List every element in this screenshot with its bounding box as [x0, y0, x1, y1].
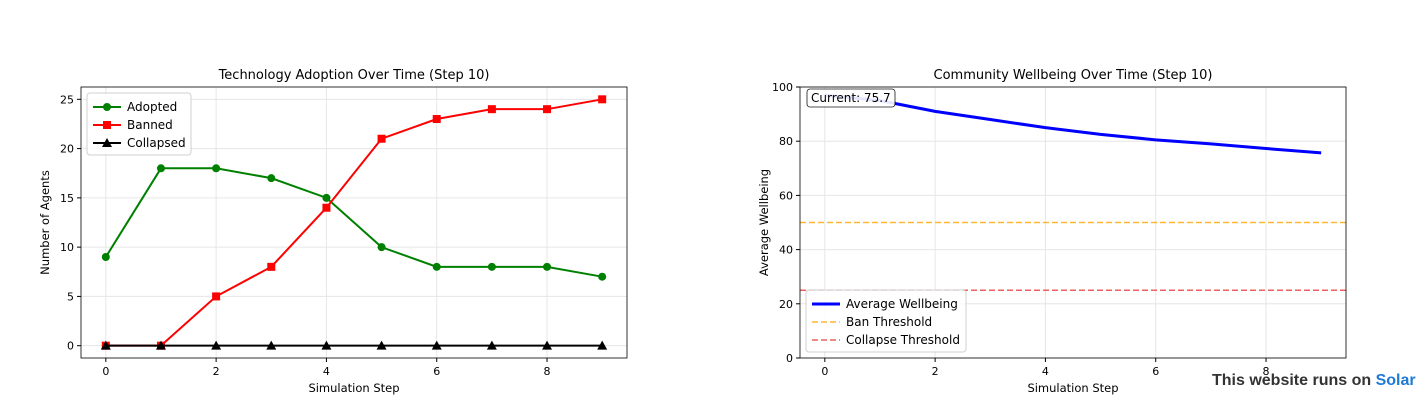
adoption-point-0-3	[267, 174, 276, 183]
adoption-point-0-9	[598, 272, 607, 281]
adoption-point-2-2	[211, 340, 222, 350]
adoption-x-label: Simulation Step	[308, 381, 399, 395]
adoption-point-0-2	[212, 164, 221, 173]
adoption-series-line-1	[105, 98, 603, 347]
adoption-axes-frame	[80, 86, 628, 359]
adoption-point-2-8	[542, 340, 553, 350]
wellbeing-annotation-text: Current: 75.7	[811, 91, 891, 105]
adoption-legend-marker-0	[103, 103, 111, 111]
adoption-point-1-6	[432, 115, 441, 124]
wellbeing-y-tick-label: 100	[772, 81, 793, 94]
wellbeing-series-line-0	[824, 93, 1322, 155]
adoption-point-1-4	[322, 203, 331, 212]
adoption-point-2-4	[321, 340, 332, 350]
adoption-point-2-1	[155, 340, 166, 350]
footer-brand[interactable]: Solar	[1375, 372, 1416, 389]
adoption-y-label: Number of Agents	[38, 170, 52, 275]
wellbeing-x-tick-label: 8	[1263, 365, 1270, 378]
wellbeing-x-tick-label: 6	[1152, 365, 1159, 378]
adoption-y-tick-label: 20	[60, 143, 74, 156]
wellbeing-axes-frame	[799, 86, 1347, 359]
wellbeing-x-tick-label: 0	[821, 365, 828, 378]
adoption-x-tick-label: 8	[544, 365, 551, 378]
adoption-legend: Adopted Banned Collapsed	[86, 92, 192, 156]
adoption-legend-marker-2	[102, 138, 112, 147]
adoption-y-tick-label: 0	[67, 340, 74, 353]
adoption-point-0-6	[432, 262, 441, 271]
adoption-x-tick-label: 2	[213, 365, 220, 378]
adoption-point-2-6	[431, 340, 442, 350]
wellbeing-y-tick-label: 80	[779, 135, 793, 148]
adoption-y-tick-label: 25	[60, 93, 74, 106]
wellbeing-x-tick-label: 2	[932, 365, 939, 378]
wellbeing-y-tick-label: 0	[786, 352, 793, 365]
wellbeing-legend-label-0: Average Wellbeing	[846, 297, 958, 311]
adoption-legend-box	[86, 92, 192, 156]
adoption-point-1-9	[598, 95, 607, 104]
wellbeing-x-label: Simulation Step	[1027, 381, 1118, 395]
adoption-point-0-7	[487, 262, 496, 271]
adoption-series-line-0	[104, 167, 603, 278]
adoption-x-tick-label: 0	[102, 365, 109, 378]
adoption-point-1-8	[543, 105, 552, 114]
adoption-y-tick-label: 15	[60, 192, 74, 205]
adoption-y-tick-label: 10	[60, 241, 74, 254]
adoption-point-2-9	[597, 340, 608, 350]
adoption-legend-marker-1	[103, 121, 111, 129]
footer-text: This website runs on	[1212, 372, 1376, 389]
adoption-legend-label-0: Adopted	[127, 100, 177, 114]
adoption-point-0-0	[101, 252, 110, 261]
adoption-point-0-4	[322, 193, 331, 202]
adoption-x-tick-label: 6	[433, 365, 440, 378]
adoption-point-1-2	[212, 292, 221, 301]
adoption-point-2-0	[100, 340, 111, 350]
wellbeing-y-tick-label: 60	[779, 189, 793, 202]
adoption-point-0-1	[156, 164, 165, 173]
adoption-legend-label-2: Collapsed	[127, 136, 186, 150]
wellbeing-legend-label-1: Ban Threshold	[846, 315, 932, 329]
adoption-point-0-5	[377, 243, 386, 252]
adoption-point-1-5	[377, 134, 386, 143]
wellbeing-y-tick-label: 40	[779, 244, 793, 257]
wellbeing-legend-label-2: Collapse Threshold	[846, 333, 960, 347]
adoption-y-tick-label: 5	[67, 290, 74, 303]
footer-banner: This website runs on Solar	[1212, 372, 1416, 390]
wellbeing-legend: Average Wellbeing Ban Threshold Collapse T…	[805, 289, 967, 353]
adoption-point-1-3	[267, 262, 276, 271]
adoption-title: Technology Adoption Over Time (Step 10)	[218, 68, 490, 83]
adoption-point-2-5	[376, 340, 387, 350]
wellbeing-legend-box	[805, 289, 967, 353]
adoption-point-2-3	[266, 340, 277, 350]
adoption-chart: 0 2 4 6 8 0 5 10 15 20 25 Technology Adoption Over …	[38, 68, 628, 395]
wellbeing-x-tick-label: 4	[1042, 365, 1049, 378]
adoption-x-tick-label: 4	[323, 365, 330, 378]
adoption-point-0-8	[543, 262, 552, 271]
wellbeing-y-label: Average Wellbeing	[757, 169, 771, 276]
adoption-legend-label-1: Banned	[127, 118, 173, 132]
wellbeing-title: Community Wellbeing Over Time (Step 10)	[934, 68, 1213, 83]
adoption-point-1-7	[487, 105, 496, 114]
adoption-point-2-7	[486, 340, 497, 350]
wellbeing-annotation-box	[806, 88, 896, 108]
wellbeing-y-tick-label: 20	[779, 298, 793, 311]
